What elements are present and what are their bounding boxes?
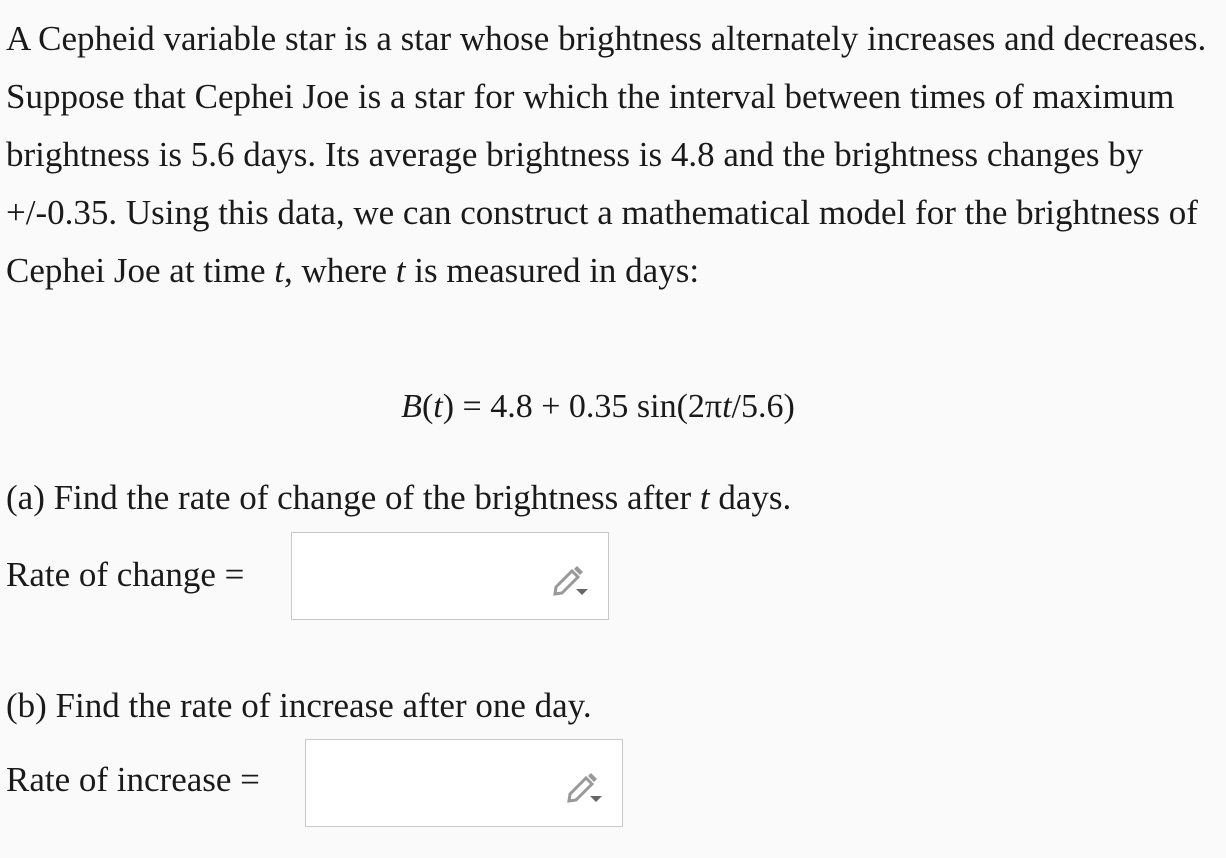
formula-part: B [401,388,422,425]
formula-part: ) = 4.8 + 0.35 sin(2π [442,388,723,425]
intro-text: , where [284,251,396,290]
answer-input[interactable] [305,739,623,827]
formula-part: /5.6) [731,388,795,425]
answer-label: Rate of increase = [6,760,260,799]
edit-icon[interactable] [550,563,590,597]
formula-part: t [722,388,732,425]
intro-text: A Cepheid variable star is a star whose … [6,19,1207,290]
question: (a) Find the rate of change of the brigh… [6,478,791,518]
question-text: (a) Find the rate of change of the brigh… [6,478,700,517]
edit-icon[interactable] [564,770,604,804]
question: (b) Find the rate of increase after one … [6,686,592,726]
intro-text: is measured in days: [405,251,700,290]
question-text: days. [709,478,792,517]
formula-part: t [433,388,443,425]
question-text: (b) Find the rate of increase after one … [6,686,592,725]
answer-label: Rate of change = [6,555,245,594]
variable: t [274,251,284,290]
problem-intro: A Cepheid variable star is a star whose … [6,10,1211,300]
variable: t [699,478,710,517]
formula-part: ( [421,388,434,425]
answer-input[interactable] [291,532,609,620]
formula: B(t) = 4.8 + 0.35 sin(2πt/5.6) [0,388,1196,426]
variable: t [395,251,406,290]
